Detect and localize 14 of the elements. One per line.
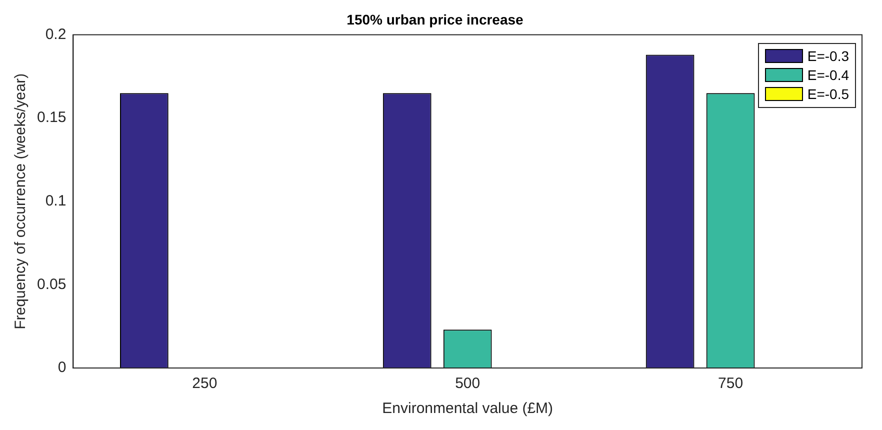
legend-label: E=-0.3 xyxy=(807,48,849,64)
legend-label: E=-0.4 xyxy=(807,67,849,84)
x-tick-label: 750 xyxy=(718,375,744,392)
chart-title: 150% urban price increase xyxy=(346,11,524,28)
y-tick-label: 0.1 xyxy=(45,192,66,210)
y-tick-label: 0.15 xyxy=(36,109,66,126)
legend-label: E=-0.5 xyxy=(807,86,849,102)
y-tick-label: 0.2 xyxy=(45,26,66,43)
y-axis-title: Frequency of occurrence (weeks/year) xyxy=(12,73,30,330)
x-axis-title: Environmental value (£M) xyxy=(382,400,554,418)
y-tick-label: 0.05 xyxy=(36,276,66,293)
x-tick-label: 250 xyxy=(192,375,218,392)
y-tick-label: 0 xyxy=(58,359,66,376)
x-tick-label: 500 xyxy=(455,375,480,392)
